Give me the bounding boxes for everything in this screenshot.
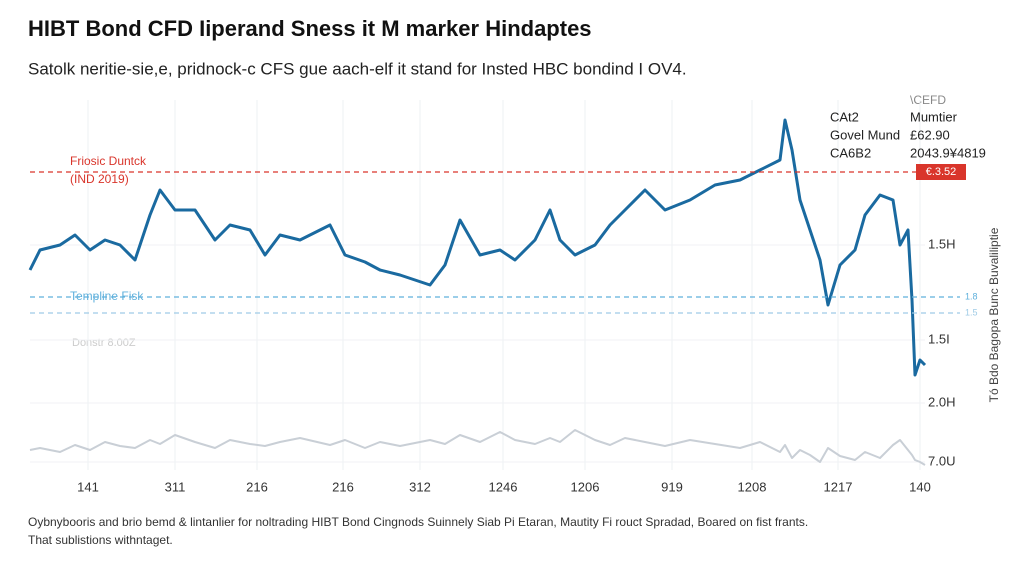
- y-tick-label: 1.5H: [928, 236, 955, 251]
- x-tick-label: 919: [661, 479, 683, 494]
- footnote: Oybnybooris and brio bemd & lintanlier f…: [28, 515, 808, 529]
- y-tick-label: 2.0H: [928, 394, 955, 409]
- annotation: Donstr 8.00Z: [72, 337, 136, 349]
- reference-tag-box: [916, 164, 966, 180]
- x-tick-label: 311: [165, 479, 186, 494]
- legend-entry: £62.90: [910, 127, 950, 142]
- legend-entry: 2043.9¥4819: [910, 145, 986, 160]
- legend-title: \CEFD: [910, 93, 946, 107]
- x-tick-label: 140: [909, 479, 931, 494]
- x-tick-label: 312: [409, 479, 431, 494]
- legend-entry: Govel Mund: [830, 127, 900, 142]
- legend-entry: CA6B2: [830, 145, 871, 160]
- series-line: [29, 429, 926, 466]
- chart-subtitle: Satolk neritie-sie,e, pridnock-c CFS gue…: [28, 59, 687, 78]
- y-tick-label: 7.0U: [928, 453, 955, 468]
- legend-entry: CAt2: [830, 109, 859, 124]
- y-tick-label: 1.5I: [928, 331, 950, 346]
- chart-title: HIBT Bond CFD Iiperand Sness it M marker…: [28, 16, 592, 41]
- x-tick-label: 1208: [738, 479, 767, 494]
- x-tick-label: 1206: [571, 479, 600, 494]
- reference-sublabel: (IND 2019): [70, 172, 129, 186]
- x-tick-label: 141: [77, 479, 99, 494]
- x-tick-label: 1246: [489, 479, 518, 494]
- reference-tag: €.3.52: [926, 166, 957, 178]
- series-line: [28, 118, 927, 377]
- x-tick-label: 216: [332, 479, 354, 494]
- side-label: Tó Bdo Bagopa Bunc Buvaliliptie: [987, 227, 1001, 402]
- reference-label: Templine Fisk: [70, 289, 144, 303]
- reference-tag: 1.8: [965, 291, 978, 301]
- footnote: That sublistions withntaget.: [28, 533, 173, 547]
- legend-entry: Mumtier: [910, 109, 958, 124]
- reference-tag: 1.5: [965, 307, 978, 317]
- x-tick-label: 1217: [824, 479, 853, 494]
- reference-label: Friosic Duntck: [70, 154, 147, 168]
- x-tick-label: 216: [246, 479, 268, 494]
